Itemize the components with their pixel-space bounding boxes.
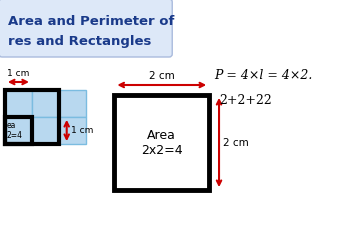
Text: P = 4×l = 4×2.: P = 4×l = 4×2. <box>214 68 312 82</box>
Bar <box>32 90 59 117</box>
Bar <box>59 90 86 117</box>
Text: 2 cm: 2 cm <box>149 71 175 81</box>
Bar <box>59 117 86 144</box>
Bar <box>32 117 59 144</box>
Bar <box>5 90 59 144</box>
Text: res and Rectangles: res and Rectangles <box>8 35 151 48</box>
Bar <box>5 117 32 144</box>
Text: Area and Perimeter of: Area and Perimeter of <box>8 15 174 28</box>
Text: ea
2=4: ea 2=4 <box>7 121 23 140</box>
Bar <box>5 117 32 144</box>
FancyBboxPatch shape <box>0 0 172 57</box>
Text: Area
2x2=4: Area 2x2=4 <box>141 128 183 157</box>
Text: 2+2+22: 2+2+22 <box>219 94 272 106</box>
Text: 2 cm: 2 cm <box>223 138 249 147</box>
Bar <box>5 90 32 117</box>
Text: 1 cm: 1 cm <box>71 126 93 135</box>
Bar <box>115 95 209 190</box>
Text: 1 cm: 1 cm <box>7 69 30 78</box>
